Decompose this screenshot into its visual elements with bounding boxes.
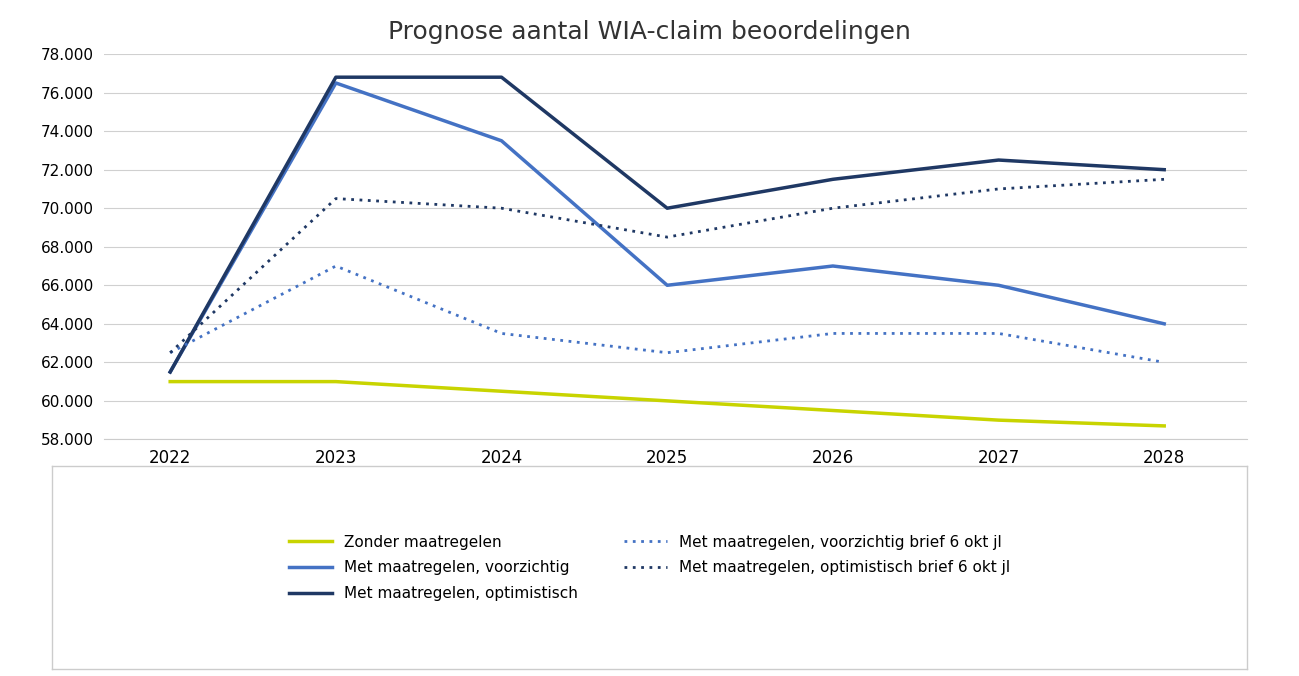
- Legend: Zonder maatregelen, Met maatregelen, voorzichtig, Met maatregelen, optimistisch,: Zonder maatregelen, Met maatregelen, voo…: [282, 527, 1017, 608]
- Met maatregelen, optimistisch: [660, 204, 675, 212]
- Met maatregelen, optimistisch brief 6 okt jl: [494, 204, 509, 212]
- Met maatregelen, voorzichtig brief 6 okt jl: [825, 329, 840, 337]
- Zonder maatregelen: [162, 377, 178, 385]
- Zonder maatregelen: [660, 397, 675, 405]
- Line: Met maatregelen, voorzichtig brief 6 okt jl: Met maatregelen, voorzichtig brief 6 okt…: [170, 266, 1164, 362]
- Met maatregelen, voorzichtig: [329, 79, 344, 87]
- Zonder maatregelen: [991, 416, 1007, 425]
- Zonder maatregelen: [825, 406, 840, 414]
- Met maatregelen, voorzichtig brief 6 okt jl: [329, 262, 344, 270]
- Line: Zonder maatregelen: Zonder maatregelen: [170, 381, 1164, 426]
- Met maatregelen, voorzichtig brief 6 okt jl: [1156, 358, 1172, 366]
- Met maatregelen, optimistisch brief 6 okt jl: [1156, 175, 1172, 183]
- Met maatregelen, optimistisch brief 6 okt jl: [660, 233, 675, 241]
- Zonder maatregelen: [1156, 422, 1172, 430]
- Met maatregelen, voorzichtig: [162, 368, 178, 376]
- Met maatregelen, voorzichtig: [825, 262, 840, 270]
- Line: Met maatregelen, voorzichtig: Met maatregelen, voorzichtig: [170, 83, 1164, 372]
- Line: Met maatregelen, optimistisch brief 6 okt jl: Met maatregelen, optimistisch brief 6 ok…: [170, 179, 1164, 353]
- Met maatregelen, voorzichtig brief 6 okt jl: [991, 329, 1007, 337]
- Met maatregelen, optimistisch brief 6 okt jl: [825, 204, 840, 212]
- Met maatregelen, voorzichtig: [660, 281, 675, 289]
- Met maatregelen, optimistisch: [329, 73, 344, 81]
- Met maatregelen, optimistisch: [991, 156, 1007, 164]
- Met maatregelen, voorzichtig: [1156, 320, 1172, 328]
- Met maatregelen, voorzichtig brief 6 okt jl: [494, 329, 509, 337]
- Met maatregelen, optimistisch: [825, 175, 840, 183]
- Line: Met maatregelen, optimistisch: Met maatregelen, optimistisch: [170, 77, 1164, 372]
- Met maatregelen, voorzichtig: [991, 281, 1007, 289]
- Met maatregelen, optimistisch: [494, 73, 509, 81]
- Met maatregelen, voorzichtig: [494, 137, 509, 145]
- Text: Prognose aantal WIA-claim beoordelingen: Prognose aantal WIA-claim beoordelingen: [388, 20, 911, 45]
- Met maatregelen, optimistisch brief 6 okt jl: [991, 185, 1007, 193]
- Zonder maatregelen: [329, 377, 344, 385]
- Met maatregelen, optimistisch brief 6 okt jl: [162, 349, 178, 357]
- Met maatregelen, voorzichtig brief 6 okt jl: [660, 349, 675, 357]
- Met maatregelen, voorzichtig brief 6 okt jl: [162, 349, 178, 357]
- Met maatregelen, optimistisch: [162, 368, 178, 376]
- Met maatregelen, optimistisch brief 6 okt jl: [329, 195, 344, 203]
- Met maatregelen, optimistisch: [1156, 166, 1172, 174]
- Zonder maatregelen: [494, 387, 509, 395]
